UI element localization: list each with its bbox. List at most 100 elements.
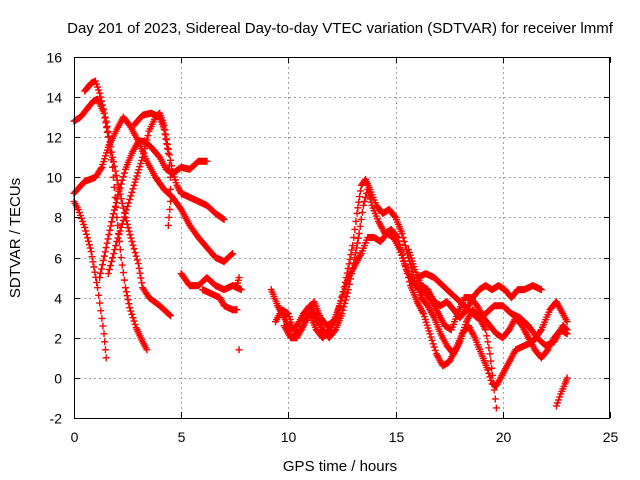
data-point: [486, 350, 494, 358]
data-point: [428, 336, 436, 344]
data-point: [356, 193, 364, 201]
data-point: [136, 269, 144, 277]
data-point: [90, 263, 98, 271]
data-point: [82, 227, 90, 235]
data-point: [126, 304, 134, 312]
data-point: [353, 239, 361, 247]
data-point: [233, 306, 241, 314]
data-point: [138, 156, 146, 164]
data-point: [120, 213, 128, 221]
y-tick-label: 6: [54, 251, 62, 267]
data-point: [99, 322, 107, 330]
data-point: [358, 208, 366, 216]
data-point: [122, 288, 130, 296]
data-point: [492, 404, 500, 412]
data-point: [353, 244, 361, 252]
data-point: [101, 338, 109, 346]
data-point: [563, 318, 571, 326]
data-point: [132, 175, 140, 183]
data-point: [118, 261, 126, 269]
data-point: [489, 379, 497, 387]
data-point: [117, 254, 125, 262]
data-point: [95, 291, 103, 299]
data-point: [117, 180, 125, 188]
data-point: [344, 264, 352, 272]
data-point: [98, 265, 106, 273]
data-point: [93, 278, 101, 286]
data-point: [220, 215, 228, 223]
data-point: [135, 166, 143, 174]
data-point: [96, 299, 104, 307]
data-point: [116, 184, 124, 192]
data-point: [344, 289, 352, 297]
data-point: [166, 312, 174, 320]
data-point: [127, 234, 135, 242]
data-point: [83, 234, 91, 242]
data-point: [112, 172, 120, 180]
data-point: [136, 163, 144, 171]
data-point: [100, 252, 108, 260]
data-point: [106, 262, 114, 270]
data-point: [130, 181, 138, 189]
y-tick-label: 14: [46, 90, 62, 106]
data-point: [354, 204, 362, 212]
data-point: [430, 343, 438, 351]
data-point: [102, 117, 110, 125]
data-point: [115, 230, 123, 238]
data-point: [110, 206, 118, 214]
data-point: [103, 122, 111, 130]
y-tick-label: -2: [50, 411, 63, 427]
data-point: [98, 261, 106, 269]
data-point: [124, 224, 132, 232]
data-point: [101, 113, 109, 121]
data-point: [164, 221, 172, 229]
data-point: [102, 354, 110, 362]
data-point: [123, 206, 131, 214]
series-arc-f: [104, 109, 228, 278]
data-point: [111, 202, 119, 210]
y-axis-label: SDTVAR / TECUs: [7, 178, 24, 298]
data-point: [165, 311, 173, 319]
data-point: [107, 222, 115, 230]
data-point: [345, 260, 353, 268]
y-tick-label: 16: [46, 50, 62, 66]
data-point: [431, 346, 439, 354]
data-point: [96, 89, 104, 97]
data-point: [485, 369, 493, 377]
data-point: [355, 198, 363, 206]
data-point: [400, 238, 408, 246]
data-point: [134, 260, 142, 268]
data-point: [119, 173, 127, 181]
data-point: [563, 374, 571, 382]
data-point: [91, 268, 99, 276]
data-point: [118, 220, 126, 228]
data-point: [133, 256, 141, 264]
data-point: [562, 325, 570, 333]
data-point: [101, 248, 109, 256]
data-point: [426, 330, 434, 338]
data-point: [106, 226, 114, 234]
data-point: [142, 140, 150, 148]
data-point: [359, 201, 367, 209]
data-point: [482, 326, 490, 334]
data-point: [112, 242, 120, 250]
data-point: [119, 269, 127, 277]
data-point: [113, 195, 121, 203]
data-point: [484, 366, 492, 374]
data-point: [166, 156, 174, 164]
data-point: [97, 165, 105, 173]
data-point: [137, 274, 145, 282]
data-point: [483, 332, 491, 340]
data-point: [110, 250, 118, 258]
data-point: [536, 327, 544, 335]
data-point: [401, 242, 409, 250]
data-point: [131, 178, 139, 186]
data-point: [356, 222, 364, 230]
data-point: [166, 185, 174, 193]
data-point: [427, 333, 435, 341]
data-point: [137, 160, 145, 168]
data-point: [131, 320, 139, 328]
data-point: [229, 250, 237, 258]
data-point: [118, 199, 126, 207]
data-point: [108, 218, 116, 226]
